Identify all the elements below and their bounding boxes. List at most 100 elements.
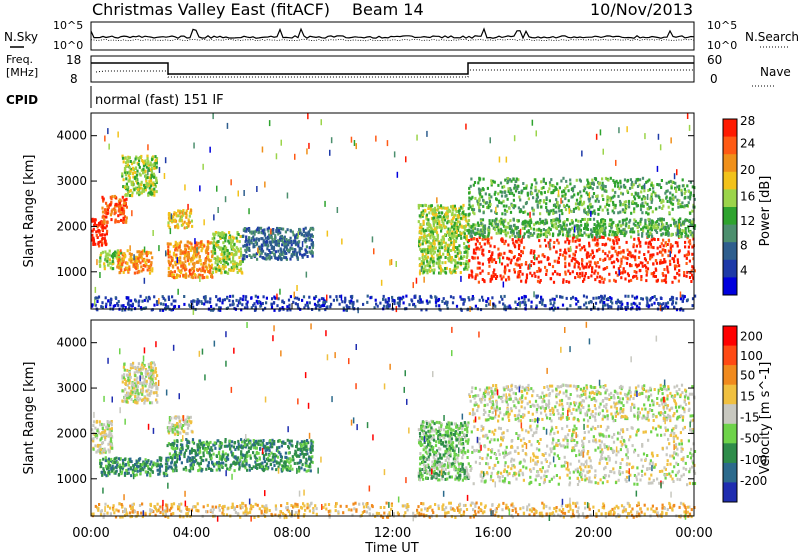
data-cell <box>148 271 152 275</box>
data-cell <box>545 208 549 212</box>
data-cell <box>219 259 222 263</box>
data-cell <box>439 267 443 271</box>
data-cell <box>301 253 304 257</box>
data-cell <box>660 201 663 204</box>
data-cell <box>470 231 473 235</box>
data-cell <box>525 273 529 277</box>
data-cell <box>685 253 688 257</box>
data-cell <box>272 231 275 235</box>
data-cell <box>276 243 279 247</box>
data-cell <box>229 303 232 307</box>
data-cell <box>691 273 694 277</box>
data-cell <box>222 241 225 245</box>
data-cell <box>217 245 220 249</box>
data-cell <box>462 225 466 229</box>
data-cell <box>349 301 352 305</box>
data-cell <box>471 275 474 279</box>
data-cell <box>567 230 570 234</box>
data-cell <box>270 228 272 235</box>
data-cell <box>535 199 538 203</box>
data-cell <box>504 194 507 198</box>
data-cell <box>624 224 628 228</box>
data-cell <box>95 233 98 237</box>
data-cell <box>527 230 530 234</box>
data-cell <box>549 183 552 187</box>
data-cell <box>563 194 567 198</box>
data-cell <box>399 296 402 300</box>
data-cell <box>650 183 653 187</box>
data-cell <box>421 204 424 208</box>
data-cell <box>569 228 572 232</box>
data-cell <box>210 273 213 276</box>
data-cell <box>226 254 229 258</box>
data-cell <box>117 258 121 262</box>
data-cell <box>500 190 503 194</box>
data-cell <box>320 297 324 301</box>
data-cell <box>644 201 647 205</box>
data-cell <box>260 251 263 255</box>
data-cell <box>518 230 521 233</box>
data-cell <box>554 270 557 274</box>
data-cell <box>175 245 178 249</box>
data-cell <box>148 186 151 190</box>
data-cell <box>121 305 124 309</box>
data-cell <box>667 231 670 235</box>
data-cell <box>661 253 664 257</box>
data-cell <box>491 258 494 262</box>
data-cell <box>184 247 187 251</box>
data-cell <box>256 301 259 305</box>
data-cell <box>665 228 668 232</box>
data-cell <box>586 223 589 227</box>
data-cell <box>591 238 594 242</box>
data-cell <box>432 262 435 266</box>
data-cell <box>262 239 265 243</box>
data-cell <box>199 259 202 263</box>
data-cell <box>633 237 636 241</box>
data-cell <box>101 305 104 309</box>
data-cell <box>139 155 142 159</box>
data-cell <box>646 207 649 211</box>
data-cell <box>669 243 672 247</box>
data-cell <box>608 203 611 207</box>
data-cell <box>535 130 537 137</box>
data-cell <box>386 302 390 306</box>
data-cell <box>177 288 179 295</box>
data-cell <box>600 218 603 222</box>
data-cell <box>289 240 292 244</box>
data-cell <box>526 191 529 195</box>
data-cell <box>637 233 640 237</box>
data-cell <box>443 248 447 252</box>
data-cell <box>310 233 313 237</box>
data-cell <box>306 304 309 308</box>
data-cell <box>449 295 453 299</box>
data-cell <box>293 248 296 251</box>
data-cell <box>147 159 150 163</box>
data-cell <box>505 204 508 208</box>
data-cell <box>682 229 686 233</box>
data-cell <box>117 220 120 224</box>
data-cell <box>104 255 107 259</box>
data-cell <box>509 306 512 310</box>
data-cell <box>189 272 192 276</box>
data-cell <box>609 238 612 242</box>
data-cell <box>263 257 266 261</box>
data-cell <box>530 305 533 309</box>
data-cell <box>422 222 425 226</box>
data-cell <box>429 236 432 240</box>
data-cell <box>200 269 203 273</box>
data-cell <box>619 251 622 255</box>
data-cell <box>228 299 231 303</box>
data-cell <box>678 264 681 268</box>
data-cell <box>141 259 144 263</box>
data-cell <box>341 238 343 245</box>
data-cell <box>144 188 147 192</box>
data-cell <box>481 237 484 241</box>
data-cell <box>523 221 527 225</box>
data-cell <box>659 245 662 249</box>
data-cell <box>515 235 518 239</box>
data-cell <box>589 253 592 257</box>
data-cell <box>182 263 185 267</box>
data-cell <box>220 234 224 238</box>
data-cell <box>690 269 693 273</box>
data-cell <box>490 209 493 213</box>
